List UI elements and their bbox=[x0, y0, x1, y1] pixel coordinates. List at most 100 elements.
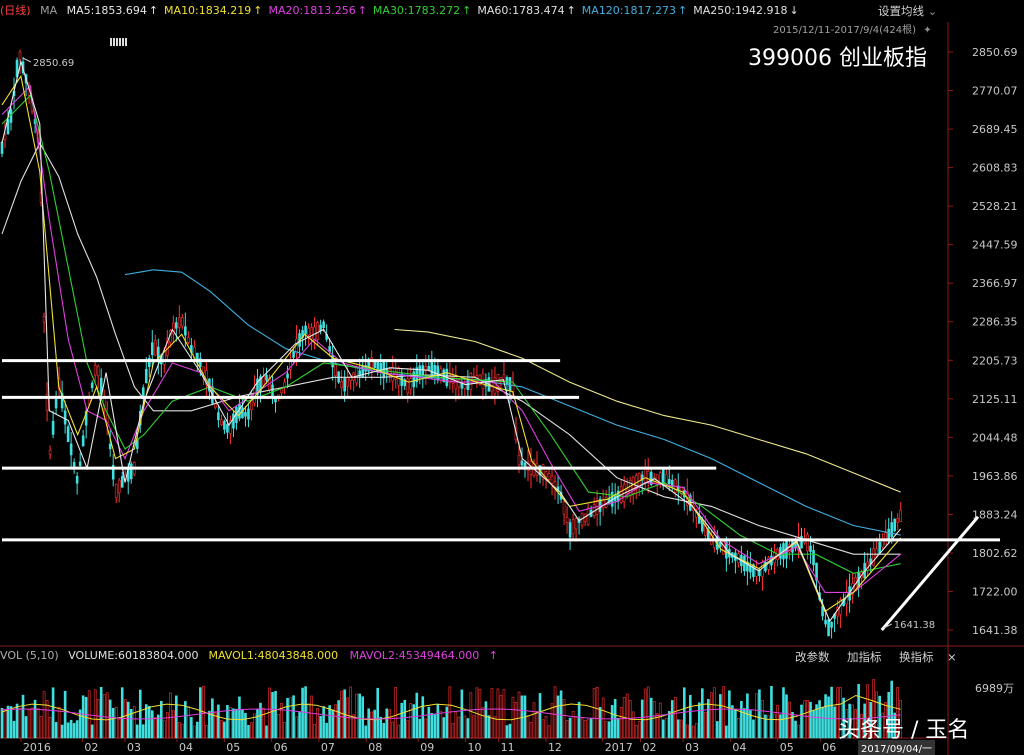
volume-header: VOL (5,10) VOLUME:60183804.000 MAVOL1:480… bbox=[0, 649, 504, 665]
ma250-line bbox=[394, 328, 901, 493]
pin-icon[interactable]: ✦ bbox=[923, 25, 932, 36]
candle-body bbox=[562, 501, 566, 515]
candle-body bbox=[565, 517, 569, 523]
volume-bar bbox=[274, 690, 277, 739]
close-icon[interactable]: × bbox=[947, 650, 957, 664]
candle-body bbox=[244, 412, 247, 417]
volume-bar bbox=[66, 722, 70, 739]
candle-body bbox=[3, 134, 7, 141]
volume-bar bbox=[640, 699, 644, 739]
volume-bar bbox=[415, 692, 419, 739]
volume-bar bbox=[821, 706, 824, 739]
candle-body bbox=[457, 379, 461, 388]
candle-body bbox=[586, 507, 590, 525]
volume-bar bbox=[676, 719, 680, 739]
volume-axis-label: 6989万 bbox=[975, 682, 1014, 695]
mavol1-value: MAVOL1:48043848.000 bbox=[208, 649, 339, 662]
volume-bar bbox=[379, 717, 383, 739]
edit-params-button[interactable]: 改参数 bbox=[795, 650, 830, 664]
candle-body bbox=[141, 387, 145, 398]
x-tick-label: 06 bbox=[274, 741, 288, 754]
volume-bar bbox=[178, 722, 181, 739]
volume-bar bbox=[316, 708, 319, 739]
volume-bar bbox=[36, 708, 40, 739]
volume-bar bbox=[746, 693, 749, 739]
candle-body bbox=[409, 378, 413, 390]
candle-body bbox=[84, 411, 88, 426]
volume-bar bbox=[18, 707, 22, 739]
candle-body bbox=[129, 463, 133, 480]
mavol2-line bbox=[1, 708, 901, 720]
x-tick-label: 2017 bbox=[605, 741, 633, 754]
ma-value-1: MA10:1834.219 bbox=[164, 4, 252, 17]
ma-settings-button[interactable]: 设置均线 ⌄ bbox=[878, 3, 937, 19]
volume-bar bbox=[646, 686, 650, 739]
volume-bar bbox=[463, 715, 467, 739]
ma-settings-label: 设置均线 bbox=[878, 4, 924, 18]
volume-bar bbox=[373, 709, 377, 739]
ma-value-0: MA5:1853.694 bbox=[66, 4, 147, 17]
collapse-handle-icon[interactable] bbox=[110, 38, 128, 46]
candle-body bbox=[412, 371, 416, 388]
volume-bar bbox=[265, 725, 268, 739]
volume-bar bbox=[78, 709, 82, 739]
annotation-label: 2850.69 bbox=[33, 58, 74, 69]
candle-body bbox=[81, 435, 85, 447]
candle-body bbox=[60, 393, 64, 409]
volume-bar bbox=[9, 706, 13, 739]
candle-body bbox=[229, 420, 232, 434]
volume-bar bbox=[24, 716, 28, 739]
x-tick-label: 03 bbox=[685, 741, 699, 754]
volume-bar bbox=[301, 687, 304, 739]
candle-body bbox=[358, 370, 361, 377]
volume-bar bbox=[310, 695, 313, 739]
volume-bar bbox=[361, 696, 364, 739]
y-tick-label: 2205.73 bbox=[972, 354, 1018, 367]
volume-bar bbox=[409, 703, 413, 739]
volume-bar bbox=[397, 724, 401, 739]
volume-bar bbox=[193, 725, 196, 739]
candle-body bbox=[394, 371, 398, 380]
candle-body bbox=[292, 351, 295, 358]
candle-body bbox=[54, 398, 58, 409]
candle-body bbox=[827, 619, 830, 637]
candle-body bbox=[265, 374, 268, 381]
volume-bar bbox=[806, 700, 809, 739]
candle-body bbox=[472, 376, 476, 381]
volume-bar bbox=[199, 687, 202, 739]
volume-bar bbox=[427, 706, 431, 739]
volume-bar bbox=[559, 690, 563, 739]
trend-line bbox=[880, 515, 980, 631]
candle-body bbox=[830, 621, 833, 628]
volume-bar bbox=[544, 715, 548, 739]
volume-bar bbox=[256, 709, 259, 739]
volume-bar bbox=[698, 702, 701, 739]
volume-bar bbox=[547, 725, 551, 739]
period-label[interactable]: (日线) bbox=[0, 4, 31, 17]
candle-body bbox=[93, 365, 97, 376]
candle-body bbox=[175, 322, 178, 329]
volume-bar bbox=[460, 689, 464, 739]
volume-bar bbox=[150, 710, 154, 739]
switch-indicator-button[interactable]: 换指标 bbox=[899, 650, 934, 664]
candle-body bbox=[878, 542, 881, 554]
volume-bar bbox=[259, 702, 262, 739]
volume-bar bbox=[60, 724, 64, 739]
candle-body bbox=[172, 322, 175, 335]
volume-toolbar: 改参数 加指标 换指标 × bbox=[795, 649, 957, 665]
volume-bar bbox=[400, 702, 404, 739]
volume-bar bbox=[604, 721, 608, 739]
volume-bar bbox=[144, 704, 148, 739]
candle-body bbox=[628, 480, 632, 497]
add-indicator-button[interactable]: 加指标 bbox=[847, 650, 882, 664]
ma20-line bbox=[1, 84, 902, 593]
candle-body bbox=[75, 476, 79, 484]
volume-bar bbox=[223, 721, 226, 739]
volume-bar bbox=[499, 694, 503, 739]
volume-bar bbox=[472, 715, 476, 739]
ma-value-6: MA250:1942.918 bbox=[693, 4, 788, 17]
candle-body bbox=[815, 562, 818, 581]
candle-body bbox=[824, 619, 827, 625]
candle-body bbox=[340, 381, 343, 389]
